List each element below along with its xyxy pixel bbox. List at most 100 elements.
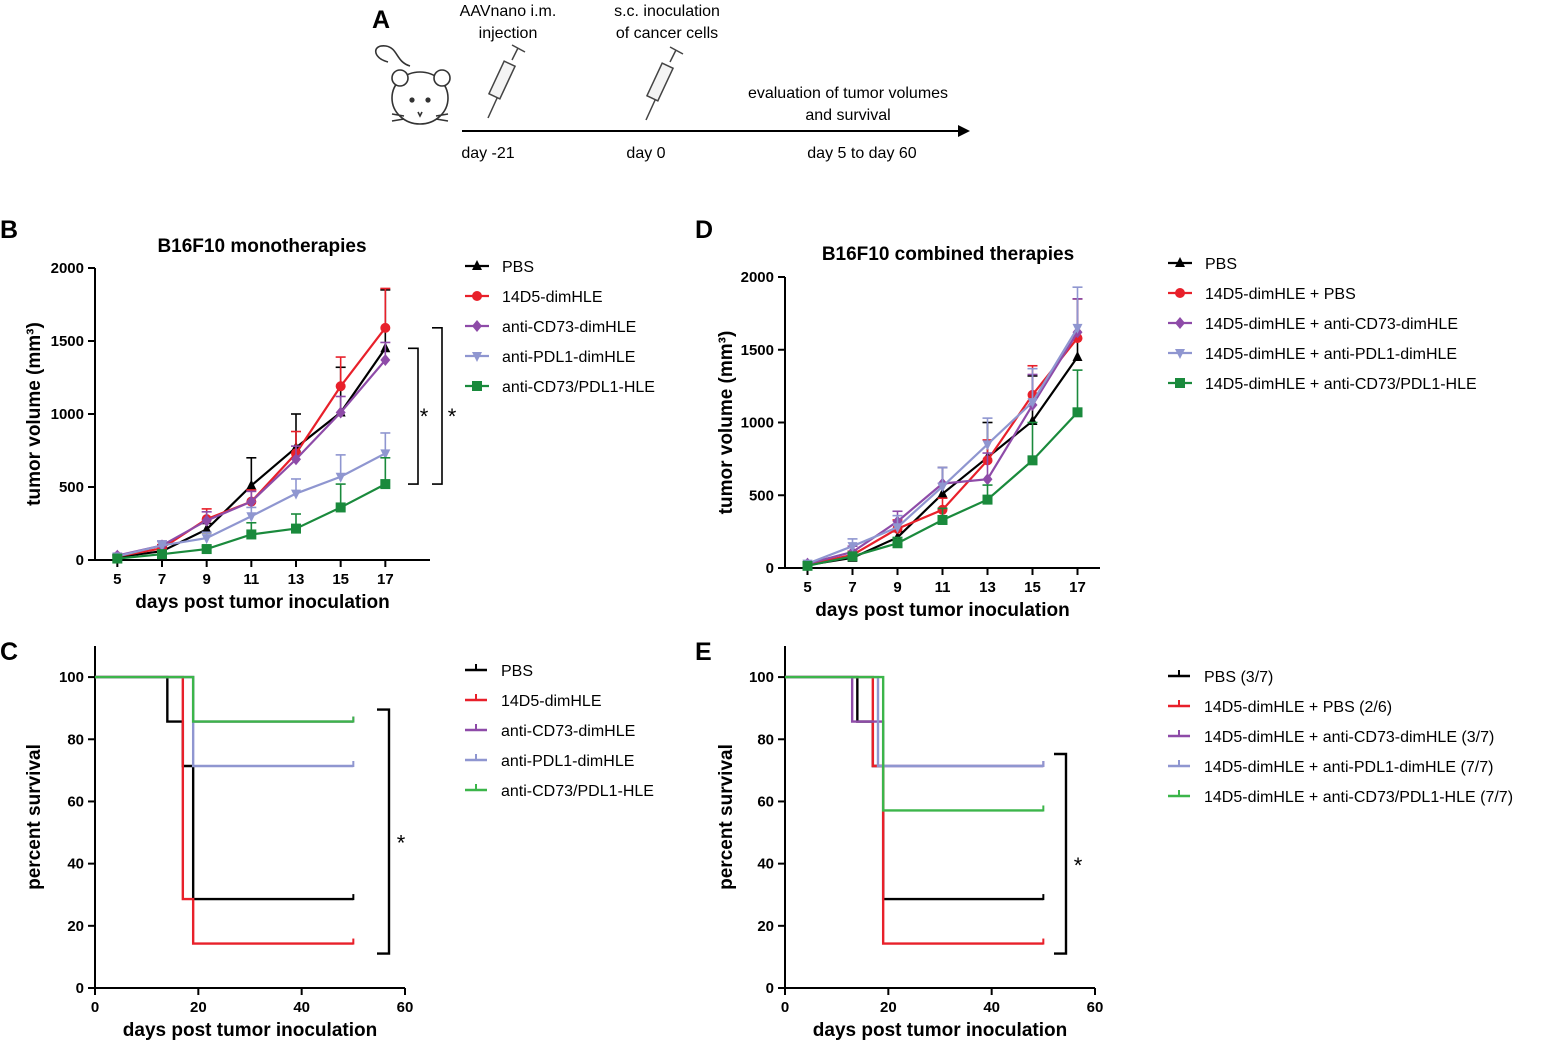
- y-tick-label: 1000: [51, 406, 84, 423]
- timeline-step1-line1: AAVnano i.m.: [460, 3, 557, 20]
- timeline-step3-line1: evaluation of tumor volumes: [748, 85, 948, 102]
- y-tick-label: 1500: [741, 342, 774, 359]
- x-tick-label: 17: [1069, 579, 1086, 596]
- legend-item-anti-cd73-dimhle: anti-CD73-dimHLE: [465, 723, 635, 740]
- x-tick-label: 60: [397, 999, 414, 1016]
- legend-item-anti-cd73-pdl1-hle: anti-CD73/PDL1-HLE: [465, 379, 655, 396]
- legend-label: 14D5-dimHLE + PBS: [1205, 286, 1356, 303]
- significance-star: *: [420, 404, 429, 429]
- y-tick-label: 20: [757, 918, 774, 935]
- significance-star: *: [1074, 853, 1083, 878]
- y-tick-label: 40: [757, 856, 774, 873]
- y-tick-label: 100: [749, 669, 774, 686]
- y-tick-label: 0: [766, 560, 774, 577]
- survival-curve: [95, 675, 354, 723]
- data-point: [1072, 323, 1083, 334]
- data-point: [246, 479, 257, 490]
- syringe-icon-2: [645, 46, 684, 121]
- legend-label: PBS: [502, 259, 534, 276]
- data-point: [157, 541, 167, 552]
- legend-label: 14D5-dimHLE + anti-CD73/PDL1-HLE: [1205, 376, 1477, 393]
- timeline-arrowhead: [958, 125, 970, 137]
- data-point: [380, 322, 391, 333]
- significance-bracket-2: [432, 327, 443, 485]
- legend-label: anti-CD73/PDL1-HLE: [502, 379, 655, 396]
- x-tick-label: 15: [332, 571, 349, 588]
- x-axis-label: days post tumor inoculation: [135, 592, 389, 613]
- x-tick-label: 20: [880, 999, 897, 1016]
- legend-label: 14D5-dimHLE + anti-PDL1-dimHLE: [1205, 346, 1457, 363]
- data-point: [892, 538, 903, 549]
- x-tick-label: 11: [243, 571, 259, 588]
- data-point: [937, 487, 948, 498]
- legend-label: 14D5-dimHLE + PBS (2/6): [1204, 699, 1392, 716]
- data-point: [201, 514, 212, 527]
- data-point: [201, 534, 212, 545]
- x-tick-label: 13: [288, 571, 305, 588]
- legend-label: anti-PDL1-dimHLE: [502, 349, 635, 366]
- series-anti-cd73-pdl1-hle: [95, 675, 355, 723]
- legend-label: 14D5-dimHLE + anti-PDL1-dimHLE (7/7): [1204, 759, 1493, 776]
- timeline-day2: day 0: [626, 145, 665, 162]
- legend-label: 14D5-dimHLE + anti-CD73-dimHLE: [1205, 316, 1458, 333]
- data-point: [937, 514, 948, 525]
- survival-curve: [95, 675, 354, 945]
- legend-label: 14D5-dimHLE + anti-CD73/PDL1-HLE (7/7): [1204, 789, 1513, 806]
- series-14d5-dimhle-anti-cd73-pdl1-hle-7-7: [785, 675, 1045, 812]
- x-tick-label: 0: [781, 999, 789, 1016]
- series-line: [807, 337, 1079, 566]
- x-tick-label: 0: [91, 999, 99, 1016]
- panel-d: 5 7 9 11 13 15 17 0 500 1000 1500 2000 days post tum…: [695, 216, 1477, 621]
- legend-label: anti-PDL1-dimHLE: [501, 753, 634, 770]
- x-tick-label: 5: [803, 579, 811, 596]
- y-axis-label: tumor volume (mm³): [716, 331, 737, 515]
- x-tick-label: 15: [1024, 579, 1041, 596]
- data-point: [201, 544, 212, 555]
- x-axis-label: days post tumor inoculation: [813, 1020, 1067, 1041]
- survival-curve: [785, 675, 1044, 768]
- y-tick-label: 0: [76, 552, 84, 569]
- timeline-day3: day 5 to day 60: [807, 145, 917, 162]
- series-14d5-dimhle-anti-cd73-dimhle-3-7: [785, 675, 1045, 768]
- syringe-icon: [487, 44, 526, 119]
- y-tick-label: 0: [76, 980, 84, 997]
- x-tick-label: 9: [202, 571, 210, 588]
- y-tick-label: 20: [67, 918, 84, 935]
- data-point: [246, 529, 257, 540]
- y-tick-label: 500: [749, 487, 774, 504]
- legend-item-14d5-dimhle-anti-pdl1-dimhle-7-7: 14D5-dimHLE + anti-PDL1-dimHLE (7/7): [1168, 759, 1493, 776]
- series-pbs: [95, 675, 355, 901]
- data-point: [802, 560, 813, 571]
- timeline-step2-line1: s.c. inoculation: [614, 3, 720, 20]
- data-point: [1027, 398, 1038, 409]
- legend-label: 14D5-dimHLE: [501, 693, 601, 710]
- legend-marker: [1175, 257, 1185, 267]
- x-tick-label: 40: [293, 999, 310, 1016]
- legend-marker: [472, 320, 482, 332]
- data-point: [112, 553, 123, 564]
- x-tick-label: 7: [848, 579, 856, 596]
- significance-bracket: [1054, 752, 1068, 955]
- significance-bracket: [377, 708, 391, 955]
- legend-label: anti-CD73/PDL1-HLE: [501, 783, 654, 800]
- panel-letter: E: [695, 638, 712, 666]
- legend-marker: [472, 291, 482, 301]
- legend-item-14d5-dimhle-anti-cd73-dimhle-3-7: 14D5-dimHLE + anti-CD73-dimHLE (3/7): [1168, 729, 1494, 746]
- data-point: [982, 494, 993, 505]
- survival-curve: [95, 675, 354, 723]
- x-tick-label: 40: [983, 999, 1000, 1016]
- data-point: [291, 523, 301, 534]
- legend-item-14d5-dimhle-anti-cd73-dimhle: 14D5-dimHLE + anti-CD73-dimHLE: [1168, 316, 1458, 333]
- legend-marker: [1175, 317, 1185, 329]
- series-anti-cd73-pdl1-hle: [112, 456, 391, 564]
- legend-item-pbs: PBS: [465, 663, 533, 680]
- data-point: [201, 523, 212, 534]
- series-pbs: [802, 298, 1083, 570]
- legend-marker: [1175, 288, 1185, 298]
- y-tick-label: 40: [67, 856, 84, 873]
- survival-curve: [785, 675, 1044, 812]
- legend-item-14d5-dimhle-anti-cd73-pdl1-hle: 14D5-dimHLE + anti-CD73/PDL1-HLE: [1168, 376, 1477, 393]
- legend-item-anti-pdl1-dimhle: anti-PDL1-dimHLE: [465, 753, 634, 770]
- y-tick-label: 1000: [741, 415, 774, 432]
